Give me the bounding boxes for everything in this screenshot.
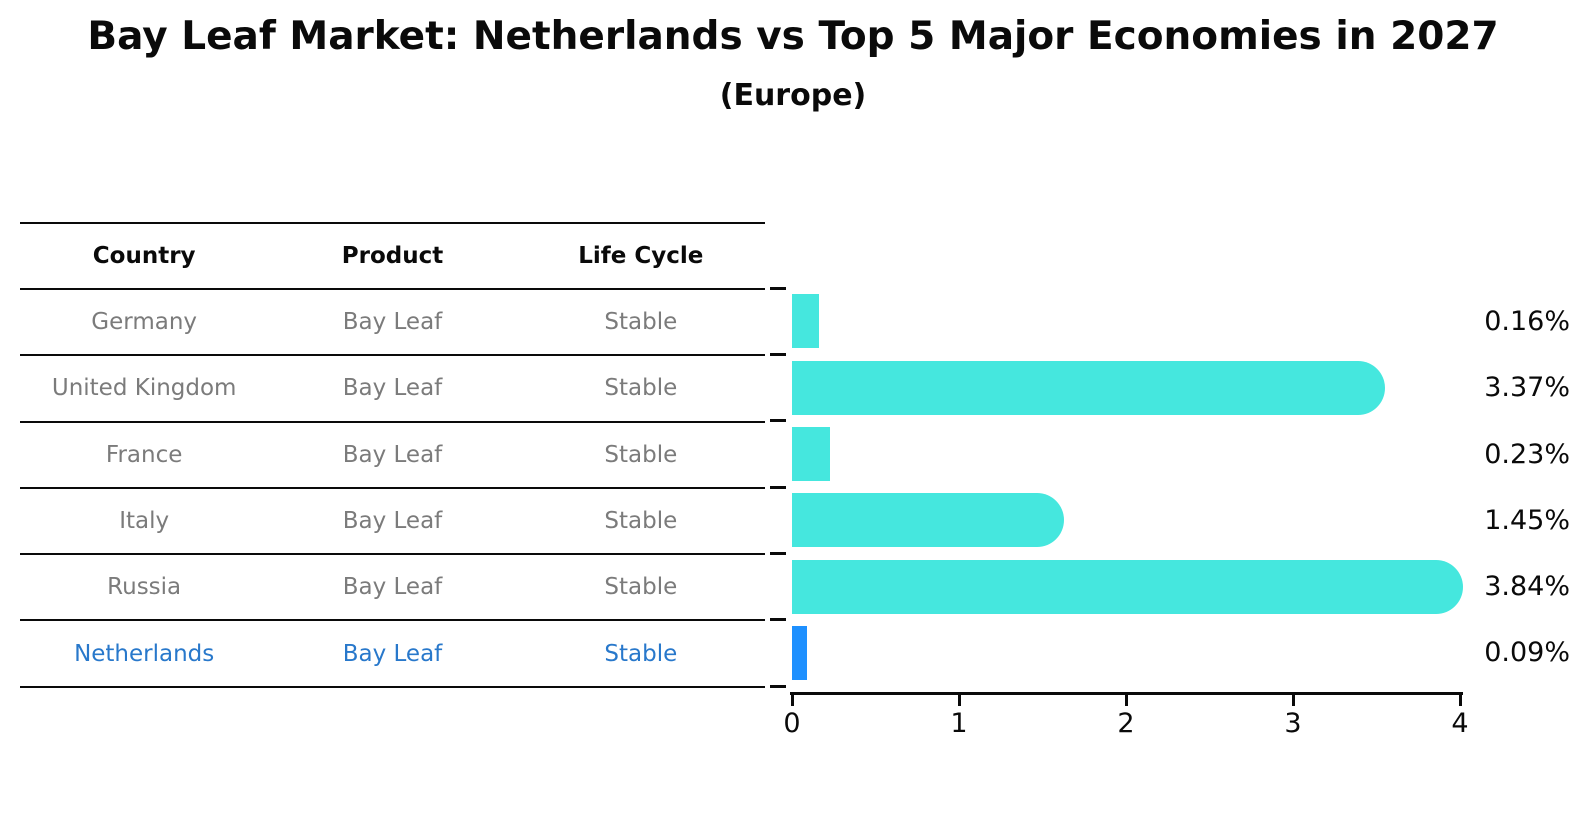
bar-value-label: 0.09% <box>1484 637 1570 669</box>
table-header-row: Country Product Life Cycle <box>20 224 765 290</box>
bar <box>792 426 831 481</box>
x-tick-label: 4 <box>1451 708 1469 739</box>
data-table: Country Product Life Cycle Germany Bay Le… <box>20 222 765 688</box>
table-row: Russia Bay Leaf Stable <box>20 555 765 622</box>
table-body: Germany Bay Leaf Stable United Kingdom Bay L… <box>20 290 765 688</box>
table-cell-life_cycle: Stable <box>604 508 678 535</box>
table-cell-country: Russia <box>107 574 182 601</box>
table-row: France Bay Leaf Stable <box>20 423 765 489</box>
x-tick <box>1458 694 1462 706</box>
y-tick <box>770 485 786 489</box>
x-tick <box>1124 694 1128 706</box>
table-row: Germany Bay Leaf Stable <box>20 290 765 357</box>
table-cell-life_cycle: Stable <box>604 309 678 336</box>
table-cell-life_cycle: Stable <box>604 441 678 468</box>
x-tick-label: 0 <box>783 708 801 739</box>
table-cell-product: Bay Leaf <box>342 508 443 535</box>
table-cell-country: France <box>105 441 183 468</box>
table-row: Netherlands Bay Leaf Stable <box>20 621 765 688</box>
x-tick-label: 1 <box>950 708 968 739</box>
bar-value-label: 3.84% <box>1484 571 1570 603</box>
table-cell-country: Netherlands <box>74 640 215 667</box>
x-tick-label: 3 <box>1284 708 1302 739</box>
table-row: United Kingdom Bay Leaf Stable <box>20 356 765 423</box>
y-tick <box>770 353 786 357</box>
x-tick <box>1291 694 1295 706</box>
column-header-lifecycle: Life Cycle <box>578 243 704 269</box>
bar-value-label: 1.45% <box>1484 504 1570 536</box>
table-cell-product: Bay Leaf <box>342 441 443 468</box>
bar-value-label: 0.16% <box>1484 305 1570 337</box>
x-tick <box>957 694 961 706</box>
column-header-product: Product <box>341 243 444 269</box>
y-tick <box>770 618 786 622</box>
table-row: Italy Bay Leaf Stable <box>20 489 765 556</box>
chart-subtitle: (Europe) <box>719 78 867 113</box>
column-header-country: Country <box>92 243 196 269</box>
y-tick <box>770 286 786 290</box>
chart-title: Bay Leaf Market: Netherlands vs Top 5 Ma… <box>87 14 1499 59</box>
bar-value-label: 3.37% <box>1484 372 1570 404</box>
bar <box>792 493 1065 548</box>
highlight-bar <box>792 625 808 680</box>
x-tick <box>790 694 794 706</box>
table-cell-product: Bay Leaf <box>342 309 443 336</box>
x-axis-line <box>790 692 1463 695</box>
table-cell-country: Germany <box>91 309 198 336</box>
table-cell-product: Bay Leaf <box>342 640 443 667</box>
y-tick <box>770 419 786 423</box>
y-tick <box>770 552 786 555</box>
bar <box>792 294 819 349</box>
bar <box>792 559 1464 614</box>
bar-value-label: 0.23% <box>1484 438 1570 470</box>
table-cell-life_cycle: Stable <box>604 574 678 601</box>
table-cell-country: Italy <box>119 508 170 535</box>
y-tick <box>770 684 786 688</box>
table-cell-product: Bay Leaf <box>342 375 443 402</box>
table-cell-product: Bay Leaf <box>342 574 443 601</box>
table-cell-life_cycle: Stable <box>604 375 678 402</box>
bar <box>792 360 1385 415</box>
table-cell-life_cycle: Stable <box>604 640 678 667</box>
x-tick-label: 2 <box>1117 708 1135 739</box>
table-cell-country: United Kingdom <box>51 375 237 402</box>
